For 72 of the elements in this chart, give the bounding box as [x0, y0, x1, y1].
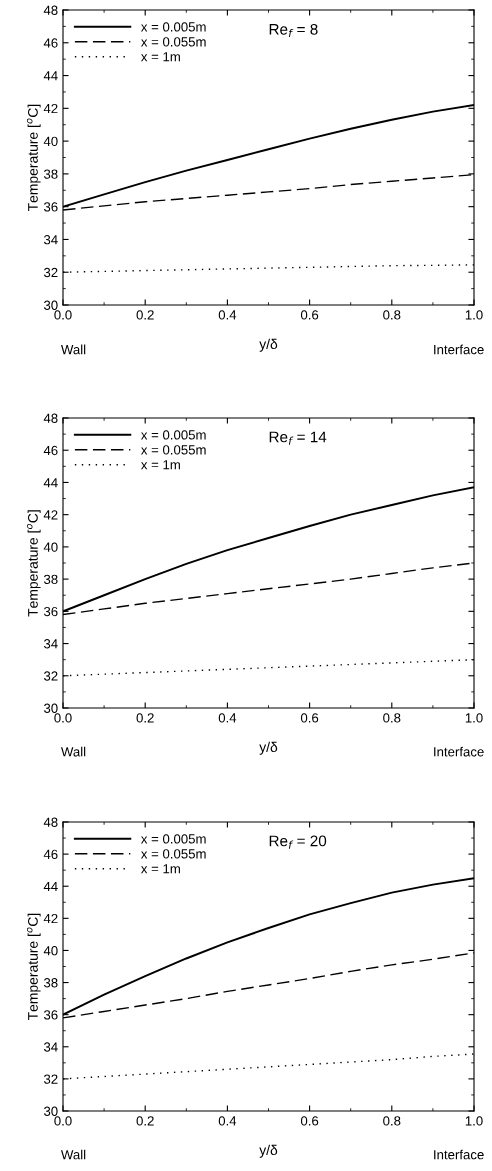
x-tick-label: 0.6 [300, 1116, 319, 1126]
y-tick-label: 42 [43, 103, 58, 114]
y-axis-title: Temperature [$^{o}$C] [26, 510, 41, 617]
y-tick-label: 32 [43, 671, 58, 681]
y-tick-label: 40 [43, 946, 58, 956]
x-tick-label: 0.8 [383, 1116, 401, 1126]
y-tick-label: 36 [43, 1010, 58, 1020]
x-tick-label: 0.4 [218, 310, 237, 320]
x-tick-label: 0.8 [383, 310, 401, 320]
y-tick-label: 32 [43, 267, 58, 278]
legend-label: x = 0.005m [141, 430, 206, 440]
x-tick-label: 1.0 [465, 1116, 483, 1126]
y-tick-label: 46 [43, 849, 58, 860]
y-tick-label: 46 [43, 38, 58, 48]
annotation: Re$_{f}$ = 14 [269, 431, 327, 445]
y-tick-label: 42 [43, 913, 58, 924]
x-tick-label: 1.0 [465, 310, 483, 320]
text: Interface [434, 344, 484, 355]
x-tick-label: 0.6 [300, 310, 319, 320]
y-tick-label: 32 [43, 1074, 58, 1084]
legend-label: x = 0.055m [141, 37, 206, 47]
y-tick-label: 48 [43, 413, 58, 423]
x-tick-label: 1.0 [465, 713, 483, 723]
y-tick-label: 30 [43, 300, 58, 310]
y-tick-label: 38 [43, 978, 58, 988]
x-tick-label: 0.6 [300, 713, 319, 723]
x-tick-label: 0.0 [54, 310, 72, 320]
y-tick-label: 46 [43, 445, 58, 456]
y-tick-label: 40 [43, 136, 58, 147]
x-axis-title: y/δ [259, 741, 278, 755]
text: Wall [61, 746, 86, 757]
x-tick-label: 0.2 [136, 1116, 154, 1126]
legend-label: x = 0.005m [141, 834, 206, 844]
x-tick-label: 0.0 [54, 1116, 72, 1126]
x-tick-label: 0.2 [136, 310, 154, 320]
y-tick-label: 34 [43, 1042, 58, 1052]
y-tick-label: 38 [43, 169, 58, 179]
y-tick-label: 44 [43, 881, 58, 891]
legend-label: x = 1m [141, 460, 180, 470]
x-axis-title: y/δ [259, 338, 278, 352]
text: Wall [61, 1149, 86, 1160]
y-axis-title: Temperature [$^{o}$C] [26, 104, 41, 212]
text: Interface [434, 1149, 484, 1160]
y-tick-label: 30 [43, 1106, 58, 1116]
y-tick-label: 38 [43, 574, 58, 585]
y-tick-label: 34 [43, 235, 58, 245]
y-tick-label: 40 [43, 542, 58, 552]
x-axis-title: y/δ [259, 1144, 278, 1158]
legend-label: x = 0.005m [141, 22, 206, 32]
x-tick-label: 0.4 [218, 1116, 237, 1126]
text: Interface [434, 746, 484, 757]
y-tick-label: 44 [43, 71, 58, 81]
annotation: Re$_{f}$ = 8 [269, 23, 318, 38]
y-tick-label: 42 [43, 510, 58, 520]
legend-label: x = 1m [141, 864, 180, 874]
x-tick-label: 0.2 [136, 713, 154, 723]
y-tick-label: 30 [43, 703, 58, 713]
y-tick-label: 48 [43, 5, 58, 15]
y-tick-label: 36 [43, 202, 58, 212]
annotation: Re$_{f}$ = 20 [269, 835, 327, 849]
legend-label: x = 0.055m [141, 849, 206, 859]
x-tick-label: 0.0 [54, 713, 72, 723]
x-tick-label: 0.4 [218, 713, 237, 723]
text: Wall [61, 344, 86, 355]
y-tick-label: 48 [43, 817, 58, 827]
legend-label: x = 0.055m [141, 445, 206, 455]
y-tick-label: 34 [43, 639, 58, 649]
y-tick-label: 44 [43, 478, 58, 488]
y-tick-label: 36 [43, 606, 58, 617]
x-tick-label: 0.8 [383, 713, 401, 723]
legend-label: x = 1m [141, 52, 180, 62]
y-axis-title: Temperature [$^{o}$C] [26, 913, 41, 1021]
